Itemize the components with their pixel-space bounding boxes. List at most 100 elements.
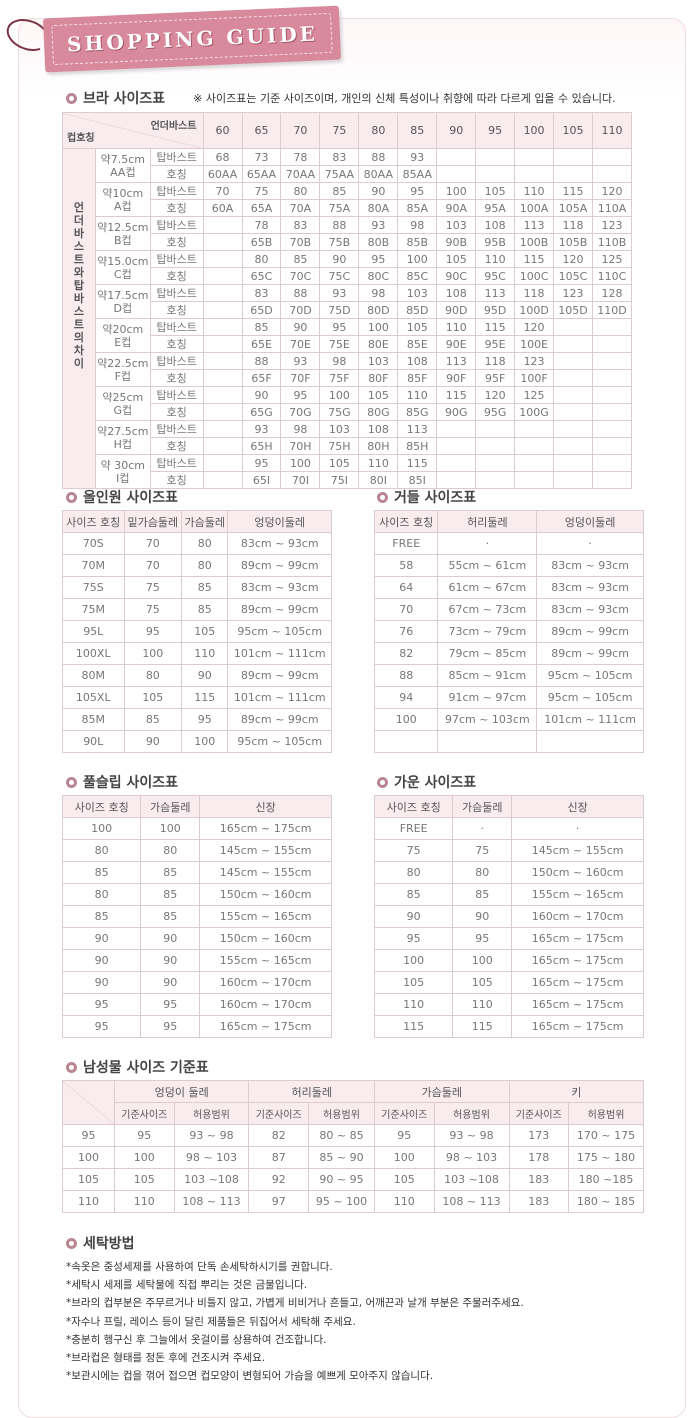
table-cell: 65B <box>241 233 282 251</box>
table-cell <box>592 403 632 421</box>
cup-cell: 약12.5cm B컵 <box>94 216 151 251</box>
table-cell: 61cm ~ 67cm <box>437 576 538 599</box>
column-header: 105 <box>553 112 593 149</box>
table-cell: 165cm ~ 175cm <box>511 949 644 972</box>
table-row: 105 105 165cm ~ 175cm <box>373 971 644 994</box>
top-bust-label: 탑바스트 <box>149 284 204 302</box>
table-cell: 80 <box>241 250 282 268</box>
sub-header: 허용범위 <box>433 1102 510 1125</box>
group-header: 키 <box>508 1080 644 1103</box>
table-row: 85 85 145cm ~ 155cm <box>61 861 332 884</box>
top-bust-label: 탑바스트 <box>149 148 204 166</box>
table-cell: 89cm ~ 99cm <box>227 598 332 621</box>
table-cell <box>536 730 644 753</box>
table-cell: 95cm ~ 105cm <box>227 620 332 643</box>
table-cell: 105 <box>114 1168 175 1191</box>
table-cell: 100B <box>514 233 555 251</box>
table-cell: 98 ~ 103 <box>173 1146 250 1169</box>
table-cell: 75 <box>373 839 454 862</box>
table-row: 언 더 바 스 트 와 탑 바 스 트 의 차 이 약7.5cm AA컵 탑바스트 68 73 78 83 88 93 <box>62 148 632 489</box>
table-cell: 64 <box>373 576 439 599</box>
table-cell: 110 <box>358 454 399 472</box>
table-cell <box>373 730 439 753</box>
table-row: 70 67cm ~ 73cm 83cm ~ 93cm <box>373 598 644 621</box>
table-cell: 85D <box>397 301 438 319</box>
allinone-section-title: 올인원 사이즈표 <box>66 487 178 507</box>
table-row: 70S 70 80 83cm ~ 93cm <box>62 532 332 555</box>
table-row: 110 110 108 ~ 113 97 95 ~ 100 110 108 ~ 113 183… <box>62 1190 644 1213</box>
cup-name: C컵 <box>113 267 132 281</box>
table-row: 호칭 65D 70D 75D 80D 85D 90D 95D 100D 105D 110D <box>63 301 632 319</box>
table-cell: 173 <box>508 1124 569 1147</box>
column-header: 사이즈 호칭 <box>61 795 142 818</box>
table-cell: 95E <box>475 335 516 353</box>
table-cell: 160cm ~ 170cm <box>199 993 332 1016</box>
table-cell: 70G <box>280 403 321 421</box>
table-cell: 89cm ~ 99cm <box>227 554 332 577</box>
table-row <box>373 730 644 753</box>
header-row: 사이즈 호칭 가슴둘레 신장 <box>61 795 332 818</box>
table-cell: 92 <box>248 1168 309 1191</box>
table-cell: 178 <box>508 1146 569 1169</box>
table-cell: 75B <box>319 233 360 251</box>
table-cell: 95cm ~ 105cm <box>536 686 644 709</box>
table-cell: 120 <box>592 182 632 200</box>
table-cell <box>202 386 243 404</box>
group-header: 가슴둘레 <box>374 1080 510 1103</box>
table-cell: 75A <box>319 199 360 217</box>
table-cell: 105 <box>397 318 438 336</box>
table-cell <box>553 165 593 183</box>
table-cell: 90B <box>436 233 477 251</box>
table-cell: 87 <box>248 1146 309 1169</box>
washing-instructions: *속옷은 중성세제를 사용하여 단독 손세탁하시기를 권합니다. *세탁시 세제를… <box>66 1258 524 1385</box>
sub-header: 기준사이즈 <box>114 1102 175 1125</box>
table-row: 95 95 160cm ~ 170cm <box>61 993 332 1016</box>
table-cell: 113 <box>436 352 477 370</box>
header-row: 사이즈 호칭 가슴둘레 신장 <box>373 795 644 818</box>
table-cell: 70 <box>123 554 183 577</box>
cup-difference: 약17.5cm <box>97 288 149 302</box>
table-cell: 95 <box>61 1015 142 1038</box>
table-cell: 90E <box>436 335 477 353</box>
table-cell: 90G <box>436 403 477 421</box>
table-cell: 110C <box>592 267 632 285</box>
table-cell: 85F <box>397 369 438 387</box>
table-cell: 80H <box>358 437 399 455</box>
table-cell: 105 <box>62 1168 115 1191</box>
table-cell: 90 <box>358 182 399 200</box>
table-cell <box>475 420 516 438</box>
sub-header: 허용범위 <box>307 1102 376 1125</box>
table-cell: 85 <box>241 318 282 336</box>
table-row: 약22.5cm F컵 탑바스트 88 93 98 103 108 113 118 123 <box>63 352 632 387</box>
table-cell <box>592 471 632 489</box>
table-cell: 75 <box>241 182 282 200</box>
table-cell <box>202 454 243 472</box>
table-row: 호칭 65I 70I 75I 80I 85I <box>63 471 632 489</box>
table-cell: 100 <box>62 1146 115 1169</box>
column-header: 70 <box>280 112 321 149</box>
table-cell: 97 <box>248 1190 309 1213</box>
table-cell: 80 <box>61 839 142 862</box>
table-cell: 180 ~185 <box>568 1168 644 1191</box>
table-cell: 93 <box>280 352 321 370</box>
table-cell: 85 <box>319 182 360 200</box>
table-cell: 80 <box>140 839 201 862</box>
table-cell: 70F <box>280 369 321 387</box>
circle-bullet-icon <box>377 491 388 503</box>
table-cell: 85 <box>181 576 229 599</box>
circle-bullet-icon <box>66 491 77 503</box>
table-cell: 110 <box>114 1190 175 1213</box>
table-cell <box>202 267 243 285</box>
table-cell: 80 ~ 85 <box>307 1124 376 1147</box>
table-cell: 75 <box>452 839 513 862</box>
table-cell: 95 <box>374 1124 435 1147</box>
table-cell: 83cm ~ 93cm <box>536 598 644 621</box>
table-cell: 108 <box>397 352 438 370</box>
table-cell: 115 <box>373 1015 454 1038</box>
table-cell: 165cm ~ 175cm <box>511 927 644 950</box>
cup-name: B컵 <box>114 233 132 247</box>
washing-section-title: 세탁방법 <box>66 1233 135 1253</box>
table-cell <box>202 284 243 302</box>
table-row: FREE · · <box>373 532 644 555</box>
cup-name: I컵 <box>116 471 130 485</box>
